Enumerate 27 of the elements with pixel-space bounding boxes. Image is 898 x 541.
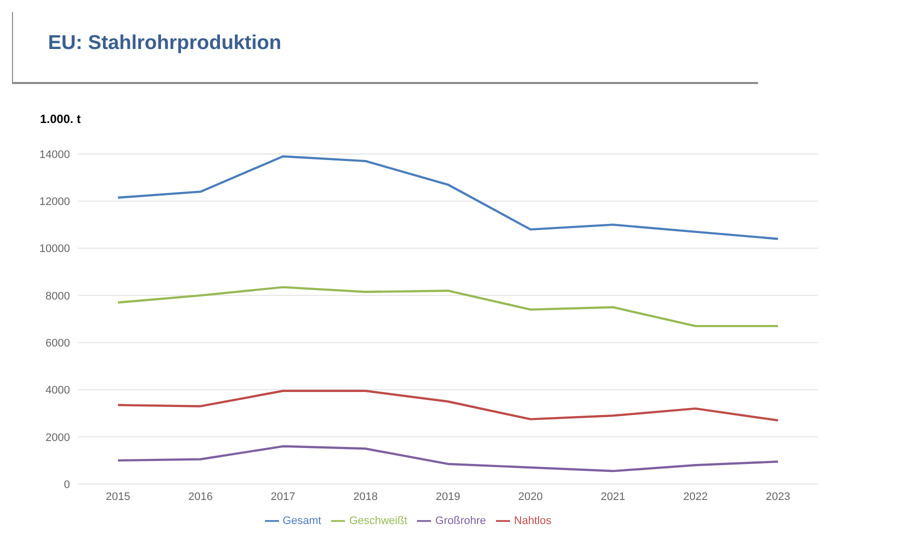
legend-label: Nahtlos — [514, 514, 552, 527]
x-tick-label: 2015 — [106, 490, 130, 503]
x-tick-label: 2017 — [270, 490, 296, 503]
line-series — [116, 390, 780, 422]
line-series — [116, 155, 780, 240]
y-tick-label: 6000 — [46, 337, 70, 350]
y-tick-label: 12000 — [39, 196, 70, 208]
x-tick-label: 2021 — [600, 490, 626, 503]
x-tick-label: 2023 — [766, 490, 790, 503]
x-tick-label: 2022 — [683, 490, 708, 503]
y-tick-label: 4000 — [46, 384, 70, 397]
x-tick-label: 2018 — [353, 490, 378, 503]
x-tick-label: 2019 — [436, 490, 460, 503]
y-tick-label: 14000 — [39, 148, 70, 161]
legend-label: Großrohre — [435, 514, 486, 527]
line-series — [116, 445, 780, 472]
y-tick-label: 0 — [64, 478, 70, 491]
legend-label: Gesamt — [282, 514, 322, 527]
x-tick-label: 2020 — [518, 490, 543, 503]
y-tick-label: 8000 — [46, 290, 70, 302]
legend-label: Geschweißt — [349, 514, 408, 527]
y-tick-label: 2000 — [46, 432, 70, 444]
x-tick-label: 2016 — [188, 490, 213, 503]
chart-title: EU: Stahlrohrproduktion — [48, 32, 282, 55]
line-series — [116, 286, 780, 328]
y-tick-label: 10000 — [39, 243, 70, 256]
y-axis-title: 1.000. t — [40, 112, 81, 126]
